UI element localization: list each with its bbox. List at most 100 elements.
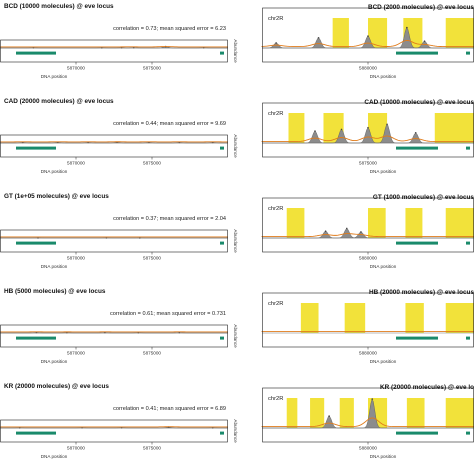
annotation-band bbox=[405, 303, 424, 333]
x-tick-label: 5870000 bbox=[67, 66, 85, 71]
peak-point bbox=[314, 130, 316, 132]
annotation-band bbox=[332, 18, 349, 48]
annotation-band bbox=[445, 208, 474, 238]
peak-point bbox=[328, 415, 330, 417]
panel-stats: correlation = 0.37; mean squared error =… bbox=[113, 216, 226, 222]
x-tick-label: 5880000 bbox=[359, 256, 377, 261]
panel-title: GT (1000 molecules) @ eve locus bbox=[373, 194, 474, 201]
x-tick-label: 5875000 bbox=[359, 161, 377, 166]
y-axis-label: Abundance bbox=[233, 419, 238, 443]
peak-point bbox=[317, 37, 320, 39]
gene-marker bbox=[220, 241, 224, 245]
panel-title: HB (20000 molecules) @ eve locus bbox=[369, 289, 474, 296]
annotation-band bbox=[286, 208, 305, 238]
panel-stats: correlation = 0.44; mean squared error =… bbox=[113, 121, 226, 127]
gene-exon bbox=[16, 241, 56, 245]
y-axis-label: Abundance bbox=[233, 229, 238, 253]
x-tick-label: 5880000 bbox=[359, 351, 377, 356]
annotation-band bbox=[445, 398, 474, 428]
panel-title: CAD (10000 molecules) @ eve locus bbox=[364, 99, 474, 106]
panel-frame bbox=[0, 419, 228, 443]
prediction-line bbox=[261, 135, 474, 143]
gene-marker bbox=[220, 51, 224, 55]
gene-exon bbox=[16, 431, 56, 435]
panel-frame bbox=[0, 229, 228, 253]
panel-frame bbox=[262, 292, 474, 348]
y-axis-label: Abundance bbox=[233, 134, 238, 158]
x-axis-label: DNA position bbox=[370, 169, 397, 174]
panel-frame bbox=[0, 39, 228, 63]
annotation-band bbox=[368, 113, 388, 143]
chrom-label: chr2R bbox=[268, 111, 283, 117]
peak-point bbox=[423, 40, 426, 42]
panel-title: GT (1e+05 molecules) @ eve locus bbox=[4, 193, 109, 200]
annotation-band bbox=[445, 303, 474, 333]
gene-exon bbox=[396, 336, 438, 340]
x-axis-label: DNA position bbox=[370, 264, 397, 269]
panel-frame bbox=[0, 324, 228, 348]
peak-point bbox=[406, 26, 408, 29]
panel-title: BCD (2000 molecules) @ eve locus bbox=[368, 4, 474, 11]
panel-title: KR (20000 molecules) @ eve locus bbox=[4, 383, 109, 390]
gene-marker bbox=[466, 241, 470, 245]
panel-title: BCD (10000 molecules) @ eve locus bbox=[4, 3, 114, 10]
panel-title: HB (5000 molecules) @ eve locus bbox=[4, 288, 106, 295]
annotation-band bbox=[288, 113, 305, 143]
x-axis-label: DNA position bbox=[41, 264, 68, 269]
annotation-band bbox=[286, 398, 298, 428]
peak-point bbox=[275, 42, 277, 44]
annotation-band bbox=[405, 208, 423, 238]
peak-point bbox=[324, 230, 327, 232]
x-tick-label: 5875000 bbox=[143, 66, 161, 71]
peak-point bbox=[367, 126, 369, 129]
peak-point bbox=[414, 132, 417, 134]
annotation-band bbox=[344, 303, 366, 333]
x-axis-label: DNA position bbox=[370, 359, 397, 364]
annotation-band bbox=[445, 18, 474, 48]
x-tick-label: 5875000 bbox=[143, 351, 161, 356]
panel-stats: correlation = 0.61; mean squared error =… bbox=[110, 311, 226, 317]
x-tick-label: 5870000 bbox=[67, 351, 85, 356]
annotation-band bbox=[300, 303, 319, 333]
gene-exon bbox=[16, 336, 56, 340]
x-axis-label: DNA position bbox=[370, 74, 397, 79]
peak-point bbox=[360, 231, 362, 233]
x-axis-label: DNA position bbox=[370, 454, 397, 459]
chrom-label: chr2R bbox=[268, 301, 283, 307]
x-axis-label: DNA position bbox=[41, 359, 68, 364]
gene-marker bbox=[466, 336, 470, 340]
gene-marker bbox=[220, 336, 224, 340]
gene-exon bbox=[396, 431, 438, 435]
x-axis-label: DNA position bbox=[41, 454, 68, 459]
x-tick-label: 5880000 bbox=[359, 66, 377, 71]
panel-title: CAD (20000 molecules) @ eve locus bbox=[4, 98, 114, 105]
gene-exon bbox=[396, 241, 438, 245]
gene-marker bbox=[220, 431, 224, 435]
y-axis-label: Abundance bbox=[233, 324, 238, 348]
annotation-band bbox=[310, 398, 325, 428]
annotation-band bbox=[368, 208, 386, 238]
peak-point bbox=[386, 123, 388, 126]
y-axis-label: Abundance bbox=[233, 39, 238, 63]
x-tick-label: 5870000 bbox=[67, 161, 85, 166]
chrom-label: chr2R bbox=[268, 396, 283, 402]
x-axis-label: DNA position bbox=[41, 169, 68, 174]
annotation-band bbox=[339, 398, 354, 428]
gene-marker bbox=[466, 431, 470, 435]
x-axis-label: DNA position bbox=[41, 74, 68, 79]
peak-point bbox=[346, 227, 348, 230]
peak-point bbox=[371, 398, 374, 400]
panel-stats: correlation = 0.73; mean squared error =… bbox=[113, 26, 226, 32]
annotation-band bbox=[434, 113, 474, 143]
gene-marker bbox=[220, 146, 224, 150]
chrom-label: chr2R bbox=[268, 16, 283, 22]
chrom-label: chr2R bbox=[268, 206, 283, 212]
gene-marker bbox=[466, 146, 470, 150]
x-tick-label: 5875000 bbox=[143, 446, 161, 451]
gene-exon bbox=[396, 51, 438, 55]
panel-title: KR (20000 molecules) @ eve lo bbox=[380, 384, 474, 391]
prediction-line bbox=[261, 39, 474, 48]
gene-exon bbox=[16, 146, 56, 150]
gene-exon bbox=[16, 51, 56, 55]
